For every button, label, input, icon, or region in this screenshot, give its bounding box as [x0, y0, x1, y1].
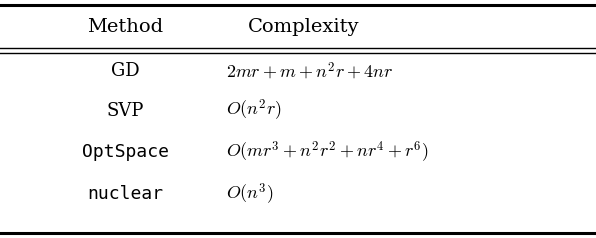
Text: $2mr + m + n^2r + 4nr$: $2mr + m + n^2r + 4nr$ — [226, 61, 394, 82]
Text: $O(mr^3 + n^2r^2 + nr^4 + r^6)$: $O(mr^3 + n^2r^2 + nr^4 + r^6)$ — [226, 140, 429, 165]
Text: SVP: SVP — [107, 102, 144, 120]
Text: $O(n^3)$: $O(n^3)$ — [226, 181, 274, 207]
Text: nuclear: nuclear — [87, 185, 163, 203]
Text: Method: Method — [87, 18, 163, 36]
Text: $O(n^2r)$: $O(n^2r)$ — [226, 98, 282, 123]
Text: OptSpace: OptSpace — [82, 143, 169, 161]
Text: GD: GD — [111, 62, 139, 80]
Text: Complexity: Complexity — [248, 18, 360, 36]
